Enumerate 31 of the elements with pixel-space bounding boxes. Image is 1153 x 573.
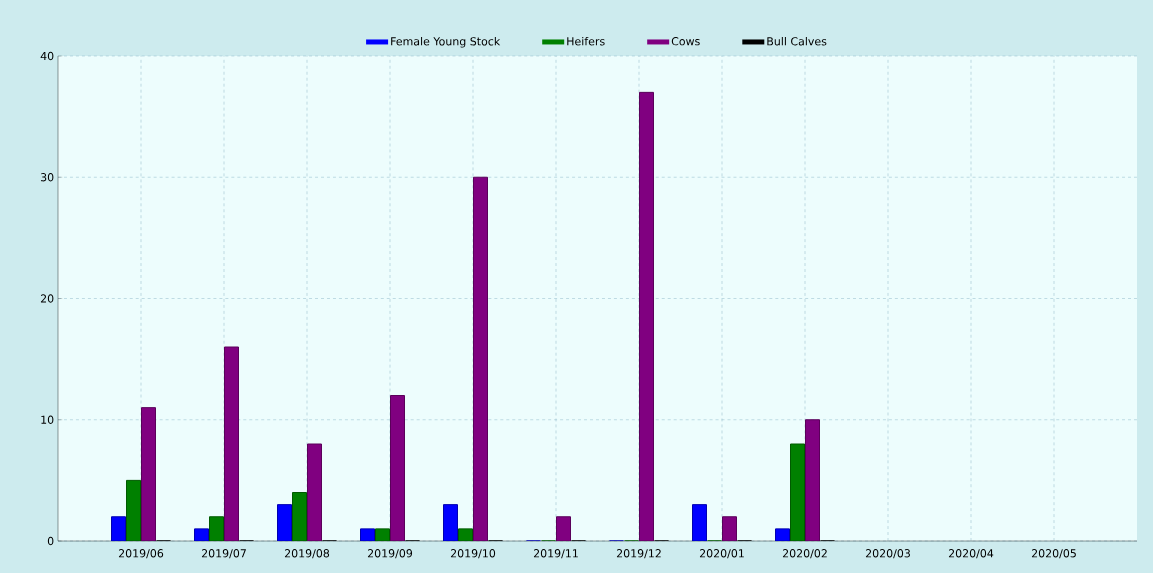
x-tick-label: 2020/01 — [699, 549, 744, 559]
y-tick-label: 40 — [40, 51, 54, 61]
bar — [224, 346, 239, 541]
y-tick-label: 30 — [40, 173, 54, 182]
bar — [790, 443, 805, 541]
legend-label: Heifers — [567, 36, 605, 46]
x-tick-label: 2019/09 — [367, 549, 413, 559]
bar — [292, 492, 307, 541]
y-tick-label: 10 — [41, 415, 54, 424]
x-tick-label: 2020/02 — [782, 549, 827, 559]
y-tick-label: 0 — [47, 536, 54, 546]
x-tick-label: 2019/06 — [118, 549, 164, 559]
legend-label: Bull Calves — [767, 36, 827, 46]
bar — [639, 91, 654, 541]
x-tick-label: 2019/12 — [616, 549, 661, 559]
x-tick-label: 2020/03 — [865, 549, 910, 559]
bar — [473, 176, 488, 541]
bar — [390, 395, 405, 541]
x-tick-label: 2020/04 — [948, 549, 994, 559]
x-tick-label: 2019/08 — [284, 549, 330, 559]
bar — [126, 479, 141, 541]
y-tick-label: 20 — [40, 294, 54, 303]
bar — [805, 419, 820, 541]
bar — [141, 407, 156, 541]
legend-label: Female Young Stock — [391, 36, 501, 48]
bar — [307, 443, 322, 541]
x-tick-label: 2020/05 — [1031, 549, 1076, 559]
x-tick-label: 2019/10 — [450, 549, 496, 559]
x-tick-label: 2019/07 — [201, 549, 246, 559]
x-tick-label: 2019/11 — [533, 549, 578, 559]
legend-label: Cows — [671, 37, 700, 46]
